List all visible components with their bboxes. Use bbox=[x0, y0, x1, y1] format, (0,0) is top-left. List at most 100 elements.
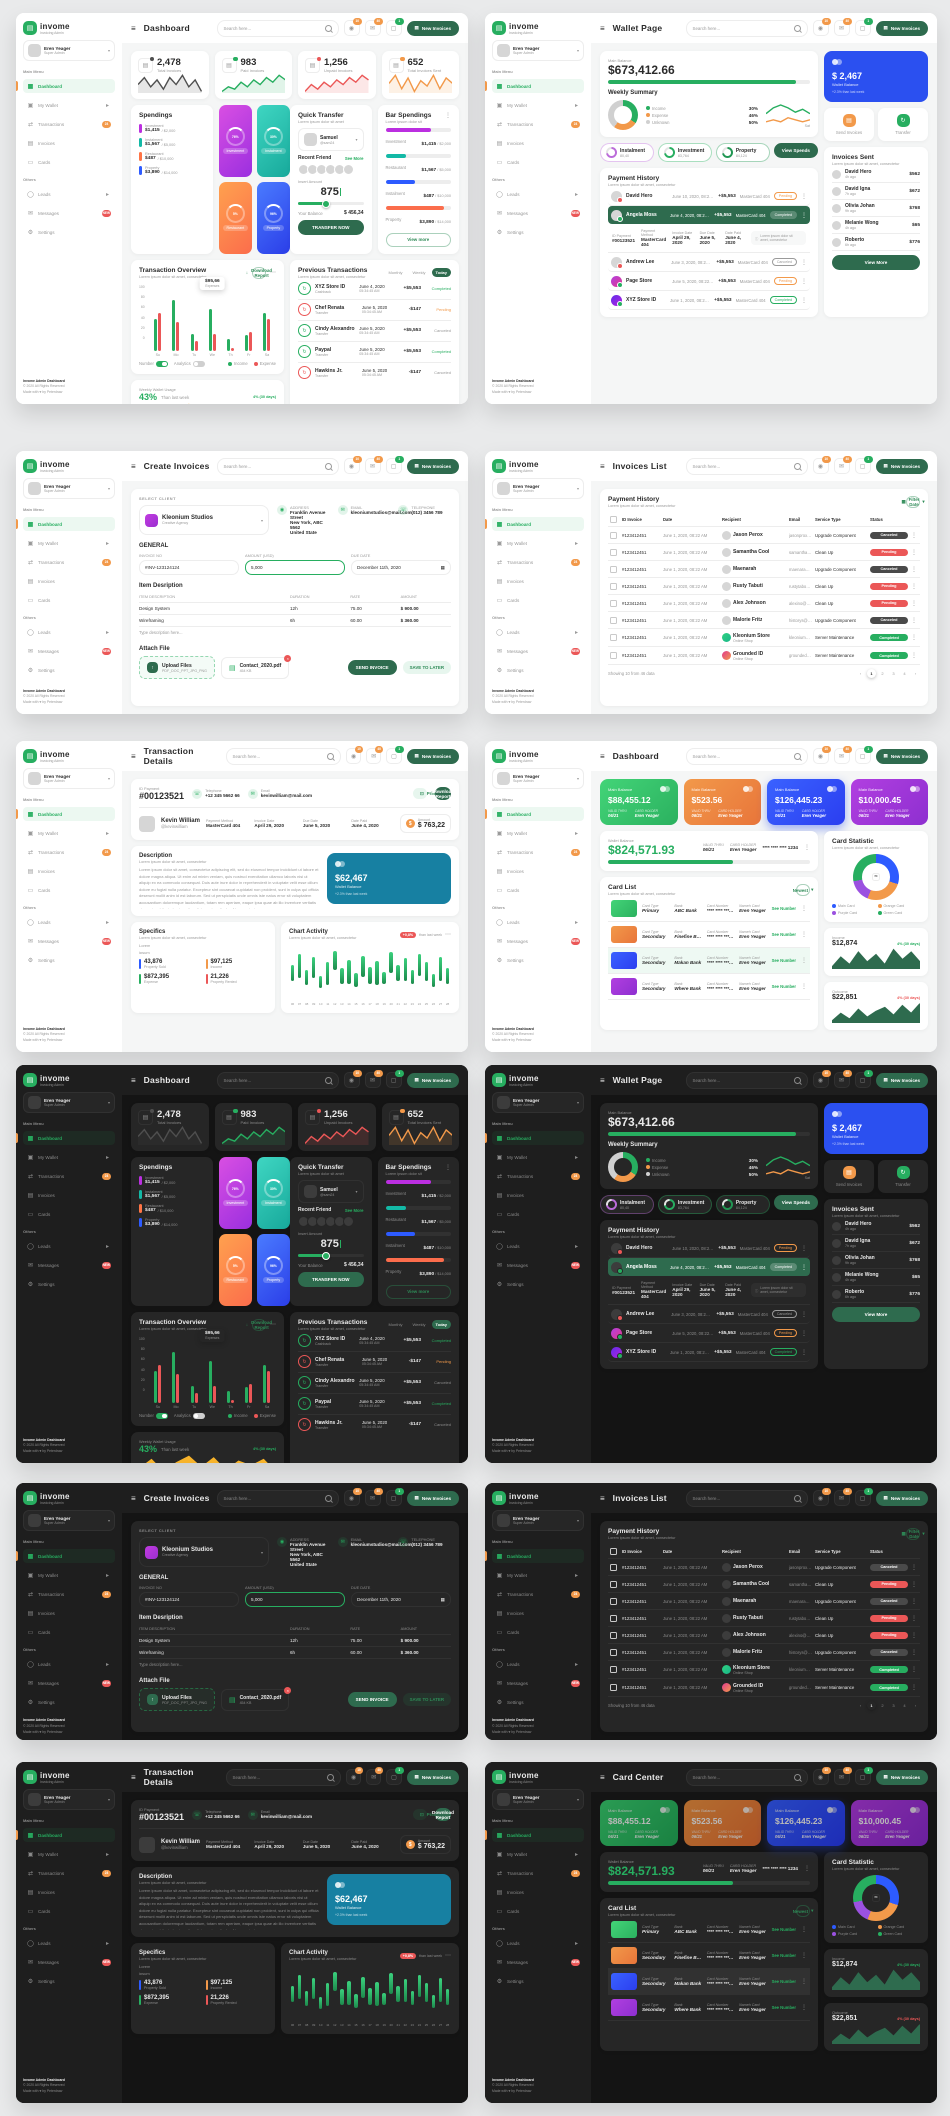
dots-icon[interactable]: ⋯ bbox=[445, 1953, 451, 1959]
sidebar-item-messages[interactable]: ✉ Messages NEW bbox=[23, 1676, 115, 1690]
category-pill-instalment[interactable]: Instalment 80,40 bbox=[600, 143, 654, 162]
menu-icon[interactable]: ≡ bbox=[600, 23, 605, 33]
sidebar-item-transactions[interactable]: ⇄ Transactions 24 bbox=[492, 845, 584, 859]
sidebar-item-transactions[interactable]: ⇄ Transactions 24 bbox=[492, 1169, 584, 1183]
filter-date-button[interactable]: ▦ Filter Date ▾ bbox=[901, 496, 925, 508]
sidebar-item-settings[interactable]: ⚙ Settings bbox=[492, 1974, 584, 1988]
kebab-icon[interactable]: ⋮ bbox=[911, 1685, 917, 1691]
spending-tile[interactable]: 76% Investment bbox=[218, 1157, 253, 1229]
row-checkbox[interactable] bbox=[610, 616, 617, 624]
invoice-row[interactable]: #123412451 June 1, 2020, 08:22 AM Rusty Ta… bbox=[608, 1610, 920, 1627]
menu-icon[interactable]: ≡ bbox=[600, 751, 605, 761]
client-select[interactable]: Kleonium Studios Creative Agency ▾ bbox=[139, 505, 269, 535]
new-invoices-button[interactable]: ▤ New Invoices bbox=[875, 458, 928, 474]
invoice-sent-row[interactable]: David Igna 7h ago $672 bbox=[832, 1235, 920, 1252]
kebab-icon[interactable]: ⋮ bbox=[801, 1264, 807, 1271]
chat-button[interactable]: ✉ 40 bbox=[364, 456, 383, 474]
chat-button[interactable]: ✉ 40 bbox=[366, 1767, 384, 1785]
sidebar-item-cards[interactable]: ▭ Cards bbox=[492, 1207, 584, 1221]
invoice-sent-row[interactable]: Olivia Johan 9h ago $768 bbox=[832, 200, 920, 217]
sidebar-item-cards[interactable]: ▭ Cards bbox=[492, 1904, 584, 1918]
sort-newest-button[interactable]: Newest ▾ bbox=[793, 1905, 813, 1917]
amount-input[interactable]: 875 bbox=[298, 1238, 364, 1250]
see-more-link[interactable]: See More bbox=[344, 1207, 364, 1213]
sidebar-item-settings[interactable]: ⚙ Settings bbox=[23, 663, 115, 677]
sidebar-item-messages[interactable]: ✉ Messages NEW bbox=[23, 644, 115, 658]
row-checkbox[interactable] bbox=[610, 582, 617, 590]
category-pill-investment[interactable]: Investment 83,764 bbox=[657, 1195, 712, 1214]
invoice-row[interactable]: #123412451 June 1, 2020, 08:22 AM Samantha… bbox=[608, 1576, 920, 1593]
row-checkbox[interactable] bbox=[610, 1563, 617, 1571]
action-send-invoices[interactable]: ▤ Send Invoices bbox=[824, 108, 874, 141]
balance-card-2[interactable]: Main Balance $523.56 VALID THRU 06/21 CARD H… bbox=[683, 1800, 761, 1846]
payment-row[interactable]: Page Store June 5, 2020, 08:22 AM +$5,553 M… bbox=[608, 1324, 810, 1343]
bell-button[interactable]: ◉ 10 bbox=[343, 18, 362, 36]
payment-row[interactable]: Andrew Lee June 3, 2020, 08:22 AM +$5,553 M… bbox=[608, 1305, 810, 1324]
transfer-now-button[interactable]: TRANSFER NOW bbox=[298, 1272, 364, 1287]
new-invoices-button[interactable]: ▤ New Invoices bbox=[406, 1072, 459, 1088]
remove-file-button[interactable]: × bbox=[284, 654, 292, 662]
user-card[interactable]: Eren Yeager Super Admin ▾ bbox=[23, 768, 115, 789]
chat-button[interactable]: ✉ 40 bbox=[833, 18, 852, 36]
sidebar-item-dashboard[interactable]: ▦ Dashboard bbox=[16, 1131, 115, 1145]
card-row[interactable]: Card Type Secondary Bank Where Bank Card Num… bbox=[608, 1995, 810, 2021]
sidebar-item-my-wallet[interactable]: ▣ My Wallet ▸ bbox=[23, 98, 115, 112]
sidebar-item-messages[interactable]: ✉ Messages NEW bbox=[492, 1676, 584, 1690]
sidebar-item-my-wallet[interactable]: ▣ My Wallet ▸ bbox=[23, 826, 115, 840]
upload-files-dropzone[interactable]: ↑ Upload Files PDF_DOC_PPT_JPG_PNG bbox=[139, 656, 215, 679]
sidebar-item-settings[interactable]: ⚙ Settings bbox=[492, 953, 584, 967]
search-input[interactable]: Search here... bbox=[225, 1768, 342, 1786]
new-invoices-button[interactable]: ▤ New Invoices bbox=[875, 1769, 928, 1785]
toggle-number[interactable] bbox=[155, 1412, 168, 1419]
search-input[interactable]: Search here... bbox=[685, 1071, 808, 1089]
sidebar-item-settings[interactable]: ⚙ Settings bbox=[23, 1277, 115, 1291]
view-more-button[interactable]: View more bbox=[385, 232, 451, 247]
upload-files-dropzone[interactable]: ↑ Upload Files PDF_DOC_PPT_JPG_PNG bbox=[139, 1688, 215, 1711]
card-row[interactable]: Card Type Primary Bank ABC Bank Card Number *… bbox=[608, 896, 810, 922]
sidebar-item-settings[interactable]: ⚙ Settings bbox=[492, 1695, 584, 1709]
spending-tile[interactable]: 96% Property bbox=[257, 181, 290, 254]
invoice-sent-row[interactable]: Olivia Johan 9h ago $768 bbox=[832, 1252, 920, 1269]
prev-page-button[interactable]: ‹ bbox=[859, 671, 862, 676]
sidebar-item-cards[interactable]: ▭ Cards bbox=[492, 1625, 584, 1639]
sidebar-item-transactions[interactable]: ⇄ Transactions 24 bbox=[492, 1866, 584, 1880]
download-report-button[interactable]: Download Report bbox=[432, 787, 454, 800]
balance-card-2[interactable]: Main Balance $523.56 VALID THRU 06/21 CARD H… bbox=[683, 779, 761, 825]
sidebar-item-my-wallet[interactable]: ▣ My Wallet ▸ bbox=[492, 1847, 584, 1861]
invoice-row[interactable]: #123412451 June 1, 2020, 08:22 AM Rusty Ta… bbox=[608, 578, 920, 595]
chat-button[interactable]: ✉ 40 bbox=[364, 1070, 383, 1088]
card-row[interactable]: Card Type Primary Bank ABC Bank Card Number *… bbox=[608, 1917, 810, 1943]
sidebar-item-invoices[interactable]: ▤ Invoices bbox=[492, 1606, 584, 1620]
kebab-icon[interactable]: ⋮ bbox=[801, 1349, 807, 1356]
sidebar-item-invoices[interactable]: ▤ Invoices bbox=[23, 1885, 115, 1899]
row-checkbox[interactable] bbox=[610, 548, 617, 556]
invoice-row[interactable]: #123412451 June 1, 2020, 08:22 AM Kleonium… bbox=[608, 1661, 920, 1679]
slider-knob[interactable] bbox=[321, 1251, 330, 1260]
user-card[interactable]: Eren Yeager Super Admin ▾ bbox=[492, 40, 584, 61]
field-due-date[interactable]: December 11th, 2020 ▦ bbox=[351, 560, 451, 575]
sidebar-item-cards[interactable]: ▭ Cards bbox=[23, 1207, 115, 1221]
kebab-icon[interactable]: ⋮ bbox=[911, 617, 917, 624]
invoice-row[interactable]: #123412451 June 1, 2020, 08:22 AM Malorie … bbox=[608, 1644, 920, 1661]
payment-row[interactable]: Angela Moss June 4, 2020, 08:22 AM +$5,553… bbox=[608, 206, 810, 224]
bell-button[interactable]: ◉ 10 bbox=[812, 18, 831, 36]
user-card[interactable]: Eren Yeager Super Admin ▾ bbox=[23, 1510, 115, 1531]
kebab-icon[interactable]: ⋮ bbox=[801, 1311, 808, 1318]
kebab-icon[interactable]: ⋮ bbox=[911, 1598, 917, 1605]
kebab-icon[interactable]: ⋮ bbox=[911, 1649, 917, 1656]
payment-row[interactable]: Angela Moss June 4, 2020, 08:22 AM +$5,553… bbox=[608, 1258, 810, 1276]
sidebar-item-cards[interactable]: ▭ Cards bbox=[23, 1904, 115, 1918]
item-description-placeholder[interactable]: Type description here... bbox=[139, 630, 183, 635]
row-checkbox[interactable] bbox=[610, 1684, 617, 1691]
bag-button[interactable]: ▢ 1 bbox=[385, 1488, 404, 1506]
row-checkbox[interactable] bbox=[610, 634, 617, 641]
sidebar-item-my-wallet[interactable]: ▣ My Wallet ▸ bbox=[492, 1568, 584, 1582]
invoice-row[interactable]: #123412451 June 1, 2020, 08:22 AM Grounded… bbox=[608, 647, 920, 665]
sidebar-item-invoices[interactable]: ▤ Invoices bbox=[23, 1606, 115, 1620]
sidebar-item-transactions[interactable]: ⇄ Transactions 24 bbox=[492, 1587, 584, 1601]
kebab-icon[interactable]: ⋮ bbox=[801, 984, 807, 990]
kebab-icon[interactable]: ⋮ bbox=[911, 583, 917, 590]
sidebar-item-invoices[interactable]: ▤ Invoices bbox=[492, 1188, 584, 1202]
invoice-row[interactable]: #123412451 June 1, 2020, 08:22 AM Kleonium… bbox=[608, 629, 920, 647]
action-transfer[interactable]: ↻ Transfer bbox=[878, 1160, 928, 1193]
